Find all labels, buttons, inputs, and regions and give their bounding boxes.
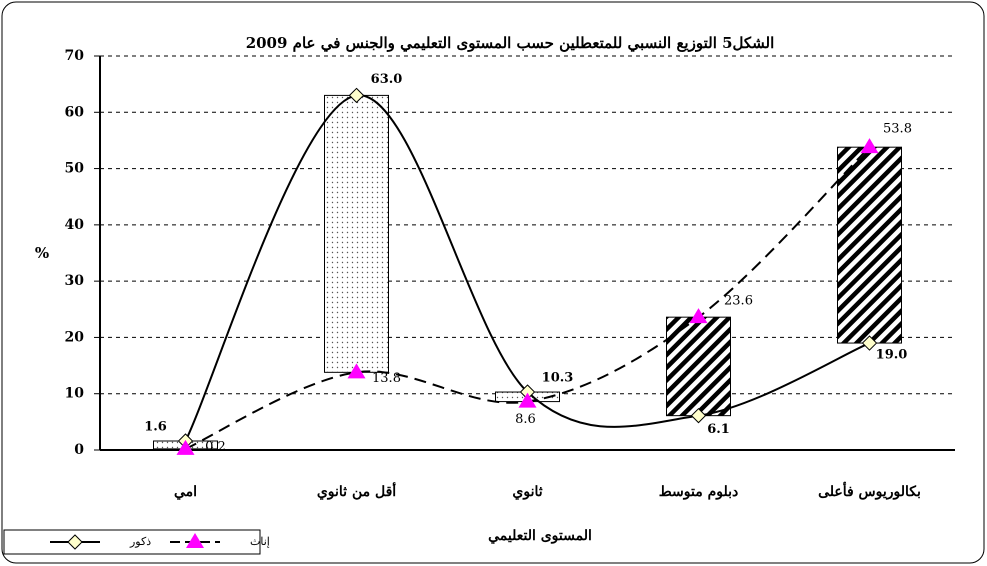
high-low-bar [666, 316, 731, 417]
series-line [184, 94, 870, 442]
data-label: 53.8 [883, 122, 912, 137]
y-tick-label: 70 [65, 48, 85, 64]
x-axis-label: المستوى التعليمي [488, 528, 592, 544]
legend-label: إناث [250, 535, 270, 548]
y-tick-label: 10 [65, 386, 85, 402]
y-tick-label: 0 [74, 442, 84, 458]
data-label: 1.6 [144, 419, 167, 434]
data-label: 13.8 [372, 371, 401, 386]
chart-title: الشكل5 التوزيع النسبي للمتعطلين حسب المس… [246, 34, 775, 53]
triangle-marker [176, 439, 195, 455]
data-label: 8.6 [515, 412, 536, 427]
x-tick-label: بكالوريوس فأعلى [818, 481, 921, 500]
legend-label: ذكور [129, 535, 151, 548]
x-tick-label: أقل من ثانوي [317, 481, 396, 500]
data-label: 23.6 [724, 294, 753, 309]
y-tick-label: 60 [65, 104, 85, 120]
data-label: 63.0 [371, 72, 403, 87]
data-label: 10.3 [542, 371, 574, 386]
high-low-bar [837, 146, 902, 344]
diamond-marker [690, 407, 707, 424]
data-label: 0.2 [205, 439, 226, 454]
diamond-marker [861, 335, 878, 351]
diamond-marker [348, 87, 365, 104]
y-tick-label: 50 [65, 161, 85, 177]
x-tick-label: امي [174, 484, 197, 500]
triangle-marker [186, 533, 204, 548]
y-tick-label: 20 [65, 329, 85, 345]
x-tick-label: دبلوم متوسط [659, 484, 739, 500]
data-label: 19.0 [876, 348, 908, 363]
y-tick-label: 40 [65, 217, 85, 233]
triangle-marker [689, 308, 708, 324]
y-axis-label: % [35, 244, 49, 262]
triangle-marker [347, 363, 366, 379]
data-label: 6.1 [707, 422, 730, 437]
y-tick-label: 30 [65, 273, 85, 289]
triangle-marker [518, 392, 537, 408]
x-tick-label: ثانوي [512, 484, 542, 500]
diamond-marker [67, 534, 83, 550]
high-low-bar [324, 94, 389, 373]
triangle-marker [860, 138, 879, 154]
